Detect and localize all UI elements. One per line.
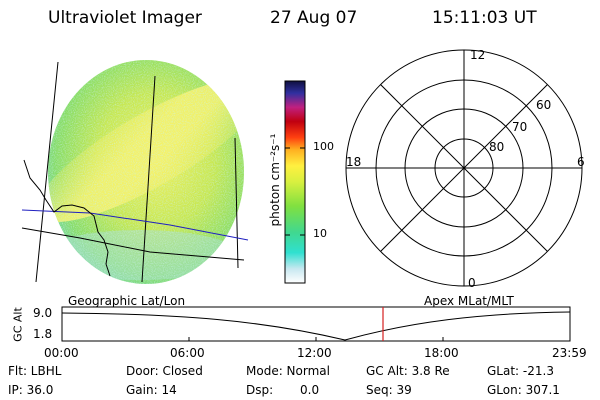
apex-projection-label: Apex MLat/MLT [424,294,514,308]
status-ip: IP: 36.0 [8,383,54,397]
geographic-grid [21,61,249,283]
status-glat: GLat: -21.3 [487,364,554,378]
mlat-label-80: 80 [489,140,505,154]
status-door: Door: Closed [126,364,203,378]
mlat-label-60: 60 [536,98,552,112]
status-dsp-value: 0.0 [300,383,320,397]
date-label: 27 Aug 07 [270,8,358,28]
altitude-xtick-1200: 12:00 [297,346,332,360]
time-label: 15:11:03 UT [432,8,537,28]
mlt-label-0: 0 [468,276,476,290]
altitude-ytick-9: 9.0 [33,306,53,320]
status-mode: Mode: Normal [246,364,330,378]
status-seq: Seq: 39 [366,383,412,397]
altitude-ylabel: GC Alt [11,307,25,342]
colorbar-tick-100: 100 [313,140,334,153]
mlt-label-12: 12 [470,48,486,62]
mlat-label-70: 70 [512,120,528,134]
status-dsp-label: Dsp: [246,383,274,397]
mlt-label-18: 18 [346,155,362,169]
status-gain: Gain: 14 [126,383,177,397]
status-glon: GLon: 307.1 [487,383,560,397]
geographic-projection-label: Geographic Lat/Lon [68,294,186,308]
colorbar [284,80,306,284]
altitude-xtick-0600: 06:00 [170,346,205,360]
altitude-xtick-0000: 00:00 [44,346,79,360]
status-gc-alt: GC Alt: 3.8 Re [366,364,450,378]
altitude-xtick-2359: 23:59 [552,346,587,360]
altitude-xtick-1800: 18:00 [424,346,459,360]
instrument-title: Ultraviolet Imager [48,8,202,28]
status-filter: Flt: LBHL [8,364,62,378]
mlt-label-6: 6 [577,155,585,169]
coastline [23,159,111,277]
altitude-ytick-1-8: 1.8 [33,327,53,341]
colorbar-tick-10: 10 [313,227,327,240]
